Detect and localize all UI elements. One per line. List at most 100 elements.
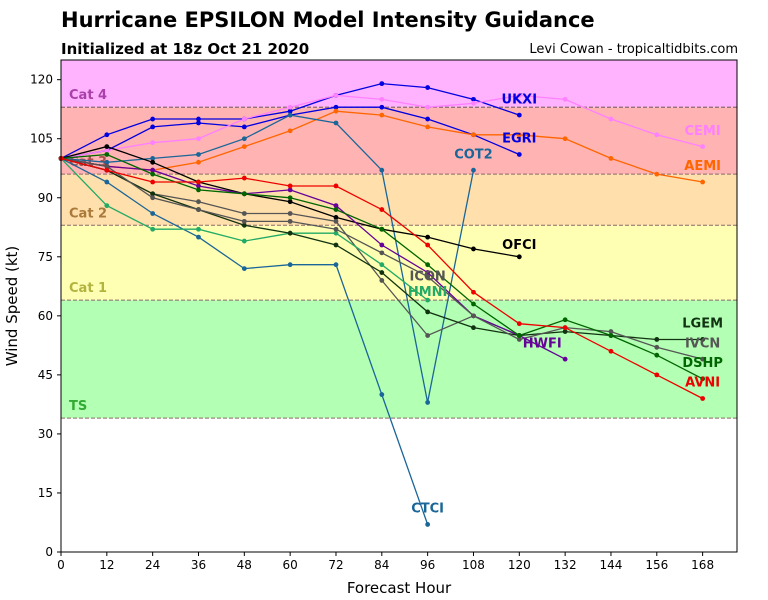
series-line-cot2 bbox=[60, 114, 475, 403]
data-point-icon bbox=[333, 218, 339, 224]
band-label-ts: TS bbox=[69, 399, 87, 414]
data-point-ivcn bbox=[333, 226, 339, 232]
data-point-aemi bbox=[425, 124, 431, 130]
data-point-hmni bbox=[333, 230, 339, 236]
data-point-aemi bbox=[700, 179, 706, 185]
data-point-lgem bbox=[425, 309, 431, 315]
data-point-ctci bbox=[287, 262, 293, 268]
data-point-aemi bbox=[608, 156, 614, 161]
data-point-dshp bbox=[379, 226, 385, 232]
data-point-aemi bbox=[196, 159, 201, 165]
x-tick-label: 96 bbox=[420, 558, 435, 572]
data-point-dshp bbox=[654, 352, 660, 358]
data-point-aemi bbox=[379, 112, 385, 118]
data-point-cot2 bbox=[425, 400, 431, 405]
data-point-egri bbox=[379, 104, 385, 110]
data-point-ctci bbox=[379, 392, 385, 397]
data-point-dshp bbox=[333, 207, 339, 212]
y-tick-label: 15 bbox=[38, 486, 53, 500]
data-point-cemi bbox=[241, 116, 247, 122]
series-label-ofci: OFCI bbox=[502, 238, 536, 253]
data-point-cot2 bbox=[104, 159, 110, 165]
x-tick-label: 132 bbox=[554, 558, 577, 572]
data-point-cot2 bbox=[471, 167, 476, 173]
x-tick-label: 84 bbox=[374, 558, 389, 572]
y-tick-label: 75 bbox=[38, 250, 53, 264]
data-point-lgem bbox=[150, 191, 156, 197]
data-point-ukxi bbox=[471, 96, 476, 102]
data-point-cot2 bbox=[379, 167, 385, 173]
x-tick-label: 48 bbox=[237, 558, 252, 572]
x-tick-label: 12 bbox=[99, 558, 114, 572]
data-point-cot2 bbox=[150, 156, 156, 161]
data-point-dshp bbox=[562, 317, 568, 323]
data-point-ivcn bbox=[379, 250, 385, 256]
data-point-hmni bbox=[379, 262, 385, 268]
data-point-dshp bbox=[287, 195, 293, 201]
data-point-cemi bbox=[287, 104, 293, 110]
band-cat-4 bbox=[61, 60, 737, 108]
data-point-lgem bbox=[241, 222, 247, 228]
data-point-cot2 bbox=[333, 120, 339, 126]
data-point-ofci bbox=[287, 199, 293, 205]
data-point-hwfi bbox=[425, 270, 431, 275]
data-point-ivcn bbox=[196, 207, 201, 212]
series-label-egri: EGRI bbox=[502, 132, 536, 147]
y-tick-label: 60 bbox=[38, 309, 53, 323]
band-ts bbox=[61, 300, 737, 419]
data-point-avni bbox=[654, 372, 660, 378]
data-point-icon bbox=[241, 211, 247, 216]
x-tick-label: 36 bbox=[191, 558, 206, 572]
data-point-cot2 bbox=[196, 152, 201, 157]
series-label-aemi: AEMI bbox=[684, 159, 721, 174]
data-point-avni bbox=[379, 207, 385, 212]
data-point-ofci bbox=[104, 144, 110, 149]
data-point-avni bbox=[333, 183, 339, 189]
data-point-cemi bbox=[608, 116, 614, 122]
data-point-ivcn bbox=[654, 344, 660, 350]
x-tick-label: 0 bbox=[57, 558, 65, 572]
data-point-ivcn bbox=[700, 356, 706, 362]
data-point-avni bbox=[150, 179, 156, 185]
data-point-hwfi bbox=[196, 183, 201, 189]
data-point-dshp bbox=[425, 262, 431, 268]
data-point-cemi bbox=[333, 93, 339, 98]
band-cat-1 bbox=[61, 225, 737, 301]
data-point-hmni bbox=[425, 297, 431, 303]
x-axis-label: Forecast Hour bbox=[347, 579, 452, 597]
x-tick-label: 144 bbox=[600, 558, 623, 572]
y-tick-label: 30 bbox=[38, 427, 53, 441]
data-point-ukxi bbox=[150, 116, 156, 122]
data-point-egri bbox=[516, 152, 522, 157]
data-point-ivcn bbox=[425, 274, 431, 279]
data-point-hwfi bbox=[333, 203, 339, 209]
data-point-aemi bbox=[333, 108, 339, 114]
series-label-ctci: CTCI bbox=[411, 502, 444, 517]
data-point-ctci bbox=[333, 262, 339, 268]
data-point-ivcn bbox=[608, 329, 614, 334]
data-point-icon bbox=[425, 333, 431, 338]
data-point-aemi bbox=[654, 171, 660, 177]
series-label-hmni: HMNI bbox=[408, 285, 448, 300]
data-point-ivcn bbox=[287, 218, 293, 224]
data-point-cemi bbox=[516, 93, 522, 98]
data-point-lgem bbox=[562, 329, 568, 334]
data-point-ofci bbox=[516, 254, 522, 260]
data-point-avni bbox=[196, 179, 201, 185]
data-point-ctci bbox=[104, 179, 110, 185]
data-point-aemi bbox=[241, 144, 247, 149]
data-point-avni bbox=[104, 167, 110, 173]
band-cat-3 bbox=[61, 107, 737, 175]
x-tick-label: 72 bbox=[328, 558, 343, 572]
data-point-avni bbox=[608, 348, 614, 354]
series-label-lgem: LGEM bbox=[682, 317, 723, 332]
data-point-lgem bbox=[287, 230, 293, 236]
data-point-dshp bbox=[150, 171, 156, 177]
data-point-ofci bbox=[471, 246, 476, 252]
data-point-egri bbox=[333, 104, 339, 110]
data-point-ukxi bbox=[425, 85, 431, 90]
x-tick-label: 120 bbox=[508, 558, 531, 572]
data-point-lgem bbox=[333, 242, 339, 248]
data-point-lgem bbox=[471, 325, 476, 331]
x-tick-label: 24 bbox=[145, 558, 160, 572]
